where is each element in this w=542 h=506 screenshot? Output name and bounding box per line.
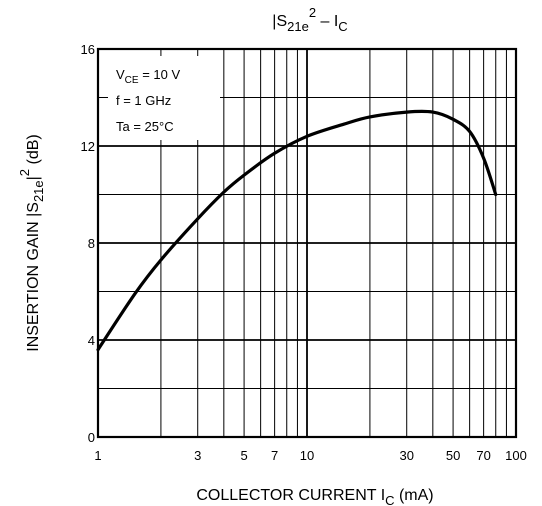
x-tick-label: 1 <box>94 448 101 463</box>
y-tick-label: 16 <box>81 42 95 57</box>
chart-title: |S21e2 – IC <box>272 5 347 34</box>
y-tick-label: 0 <box>88 430 95 445</box>
x-axis-label: COLLECTOR CURRENT IC (mA) <box>196 487 433 506</box>
y-axis-label: INSERTION GAIN |S21e|2 (dB) <box>17 134 46 351</box>
x-tick-label: 10 <box>300 448 314 463</box>
conditions-legend: VCE = 10 V f = 1 GHz Ta = 25°C <box>116 67 180 134</box>
plot-area-frame <box>96 47 518 439</box>
y-tick-label: 8 <box>88 236 95 251</box>
y-tick-label: 4 <box>88 333 95 348</box>
tick-labels: 1 3 5 7 10 30 50 70 100 0 4 8 12 16 <box>81 42 527 463</box>
x-tick-label: 30 <box>399 448 413 463</box>
conditions-box <box>108 56 220 140</box>
x-tick-label: 70 <box>476 448 490 463</box>
x-tick-label: 50 <box>446 448 460 463</box>
series-line <box>96 109 498 352</box>
condition-text: f = 1 GHz <box>116 93 171 108</box>
x-tick-label: 7 <box>271 448 278 463</box>
condition-text: Ta = 25°C <box>116 119 174 134</box>
x-tick-label: 100 <box>505 448 527 463</box>
x-tick-label: 3 <box>194 448 201 463</box>
x-tick-label: 5 <box>240 448 247 463</box>
y-tick-label: 12 <box>81 139 95 154</box>
condition-text: VCE = 10 V <box>116 67 180 86</box>
